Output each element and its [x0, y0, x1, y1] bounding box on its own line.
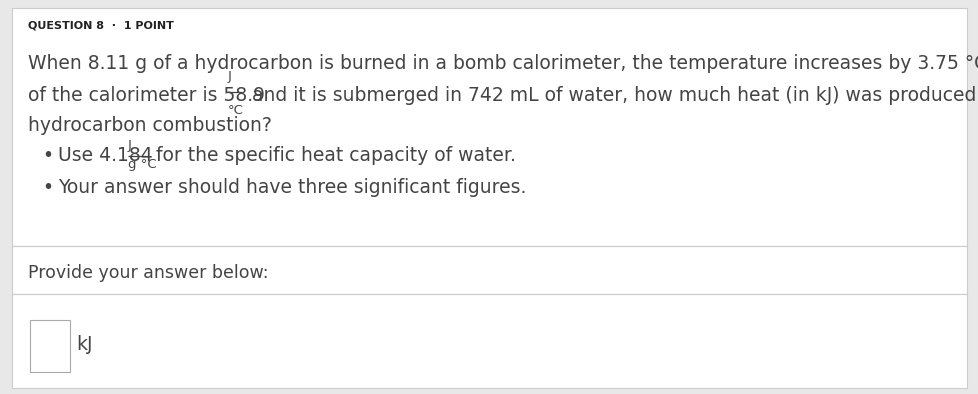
FancyBboxPatch shape — [30, 320, 70, 372]
Text: of the calorimeter is 58.9: of the calorimeter is 58.9 — [28, 86, 265, 105]
Text: Your answer should have three significant figures.: Your answer should have three significan… — [58, 178, 526, 197]
Text: and it is submerged in 742 mL of water, how much heat (in kJ) was produced by th: and it is submerged in 742 mL of water, … — [245, 86, 978, 105]
Text: J: J — [228, 70, 232, 83]
Text: hydrocarbon combustion?: hydrocarbon combustion? — [28, 116, 272, 135]
Text: Use 4.184: Use 4.184 — [58, 146, 153, 165]
Text: for the specific heat capacity of water.: for the specific heat capacity of water. — [150, 146, 515, 165]
Text: Provide your answer below:: Provide your answer below: — [28, 264, 268, 282]
Text: g °C: g °C — [128, 158, 156, 171]
Text: •: • — [42, 146, 53, 165]
Text: °C: °C — [228, 104, 244, 117]
Text: J: J — [128, 139, 132, 152]
FancyBboxPatch shape — [12, 246, 966, 294]
FancyBboxPatch shape — [12, 294, 966, 388]
FancyBboxPatch shape — [12, 8, 966, 246]
Text: •: • — [42, 178, 53, 197]
Text: kJ: kJ — [76, 335, 92, 353]
Text: When 8.11 g of a hydrocarbon is burned in a bomb calorimeter, the temperature in: When 8.11 g of a hydrocarbon is burned i… — [28, 54, 978, 73]
Text: QUESTION 8  ·  1 POINT: QUESTION 8 · 1 POINT — [28, 20, 174, 30]
